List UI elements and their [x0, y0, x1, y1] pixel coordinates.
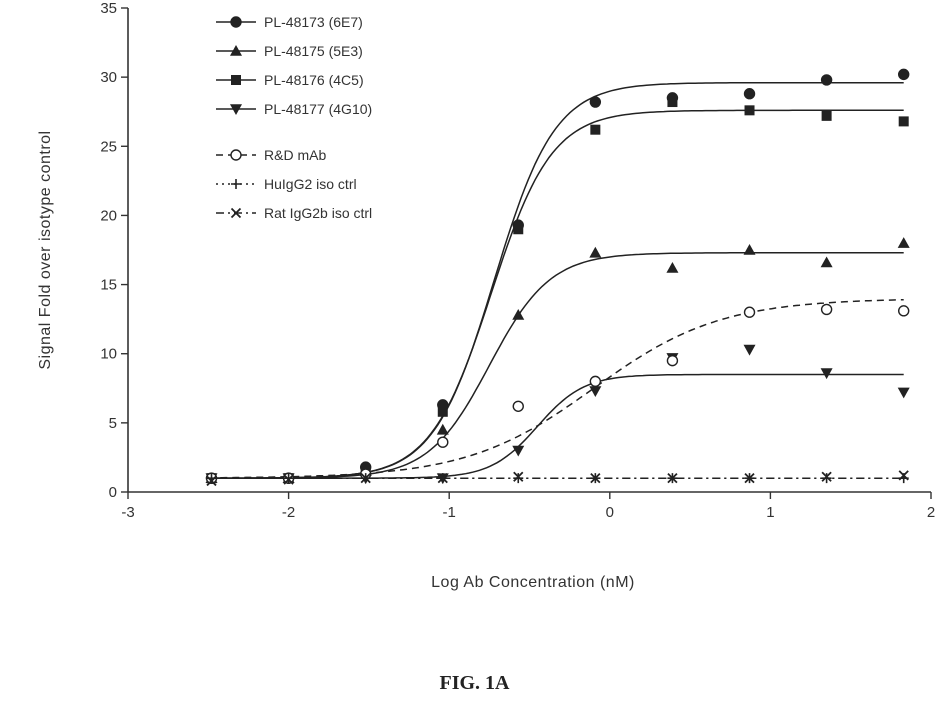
figure-caption: FIG. 1A — [0, 672, 949, 695]
data-point-open-circle — [822, 304, 832, 314]
data-point-open-circle — [745, 307, 755, 317]
fit-curve — [208, 83, 903, 478]
y-tick-label: 20 — [100, 207, 117, 224]
x-tick-label: -3 — [121, 504, 134, 521]
data-point-triangle-down — [898, 388, 910, 399]
fit-curves — [208, 83, 903, 479]
x-tick-label: -1 — [443, 504, 456, 521]
y-axis-title: Signal Fold over isotype control — [37, 130, 54, 369]
data-point-open-circle — [513, 401, 523, 411]
fit-curve — [208, 375, 903, 479]
data-point-circle — [898, 69, 908, 79]
legend-label: PL-48173 (6E7) — [264, 14, 363, 30]
data-point-triangle-down — [744, 345, 756, 356]
data-point-square — [822, 111, 832, 121]
legend-label: PL-48177 (4G10) — [264, 101, 372, 117]
y-tick-label: 15 — [100, 277, 117, 294]
data-point-square — [899, 116, 909, 126]
x-tick-label: 0 — [606, 504, 614, 521]
data-point-open-circle — [667, 356, 677, 366]
data-point-circle — [231, 17, 241, 27]
data-point-triangle-down — [589, 386, 601, 397]
data-point-triangle-up — [589, 247, 601, 258]
data-point-square — [438, 407, 448, 417]
data-point-open-circle — [438, 437, 448, 447]
y-tick-label: 5 — [109, 415, 117, 432]
data-point-triangle-up — [821, 256, 833, 267]
data-point-circle — [590, 97, 600, 107]
data-point-open-circle — [231, 150, 241, 160]
x-tick-label: 1 — [766, 504, 774, 521]
data-point-square — [590, 125, 600, 135]
data-point-triangle-up — [898, 237, 910, 248]
legend-label: Rat IgG2b iso ctrl — [264, 205, 372, 221]
legend-label: PL-48175 (5E3) — [264, 43, 363, 59]
y-tick-label: 25 — [100, 138, 117, 155]
data-point-plus — [513, 473, 523, 483]
data-point-plus — [822, 473, 832, 483]
data-point-triangle-up — [437, 424, 449, 435]
legend: PL-48173 (6E7) PL-48175 (5E3) PL-48176 (4C… — [216, 14, 372, 221]
data-points — [206, 69, 910, 485]
legend-label: R&D mAb — [264, 147, 326, 163]
y-tick-label: 10 — [100, 346, 117, 363]
data-point-square — [745, 105, 755, 115]
fit-curve — [208, 253, 903, 478]
x-tick-label: 2 — [927, 504, 935, 521]
data-point-square — [231, 75, 241, 85]
x-tick-label: -2 — [282, 504, 295, 521]
data-point-triangle-down — [821, 368, 833, 379]
data-point-circle — [821, 75, 831, 85]
y-tick-label: 35 — [100, 0, 117, 17]
data-point-triangle-up — [666, 262, 678, 273]
data-point-triangle-up — [744, 244, 756, 255]
y-tick-label: 0 — [109, 484, 117, 501]
data-point-open-circle — [899, 306, 909, 316]
legend-label: PL-48176 (4C5) — [264, 72, 364, 88]
data-point-square — [513, 224, 523, 234]
legend-label: HuIgG2 iso ctrl — [264, 176, 357, 192]
axes: -3-2-101205101520253035 — [100, 0, 935, 521]
data-point-open-circle — [590, 376, 600, 386]
data-point-plus — [231, 179, 241, 189]
fit-curve — [208, 300, 903, 478]
data-point-square — [667, 97, 677, 107]
x-axis-title: Log Ab Concentration (nM) — [431, 574, 635, 591]
y-tick-label: 30 — [100, 69, 117, 86]
fit-curve — [208, 110, 903, 478]
data-point-circle — [744, 89, 754, 99]
